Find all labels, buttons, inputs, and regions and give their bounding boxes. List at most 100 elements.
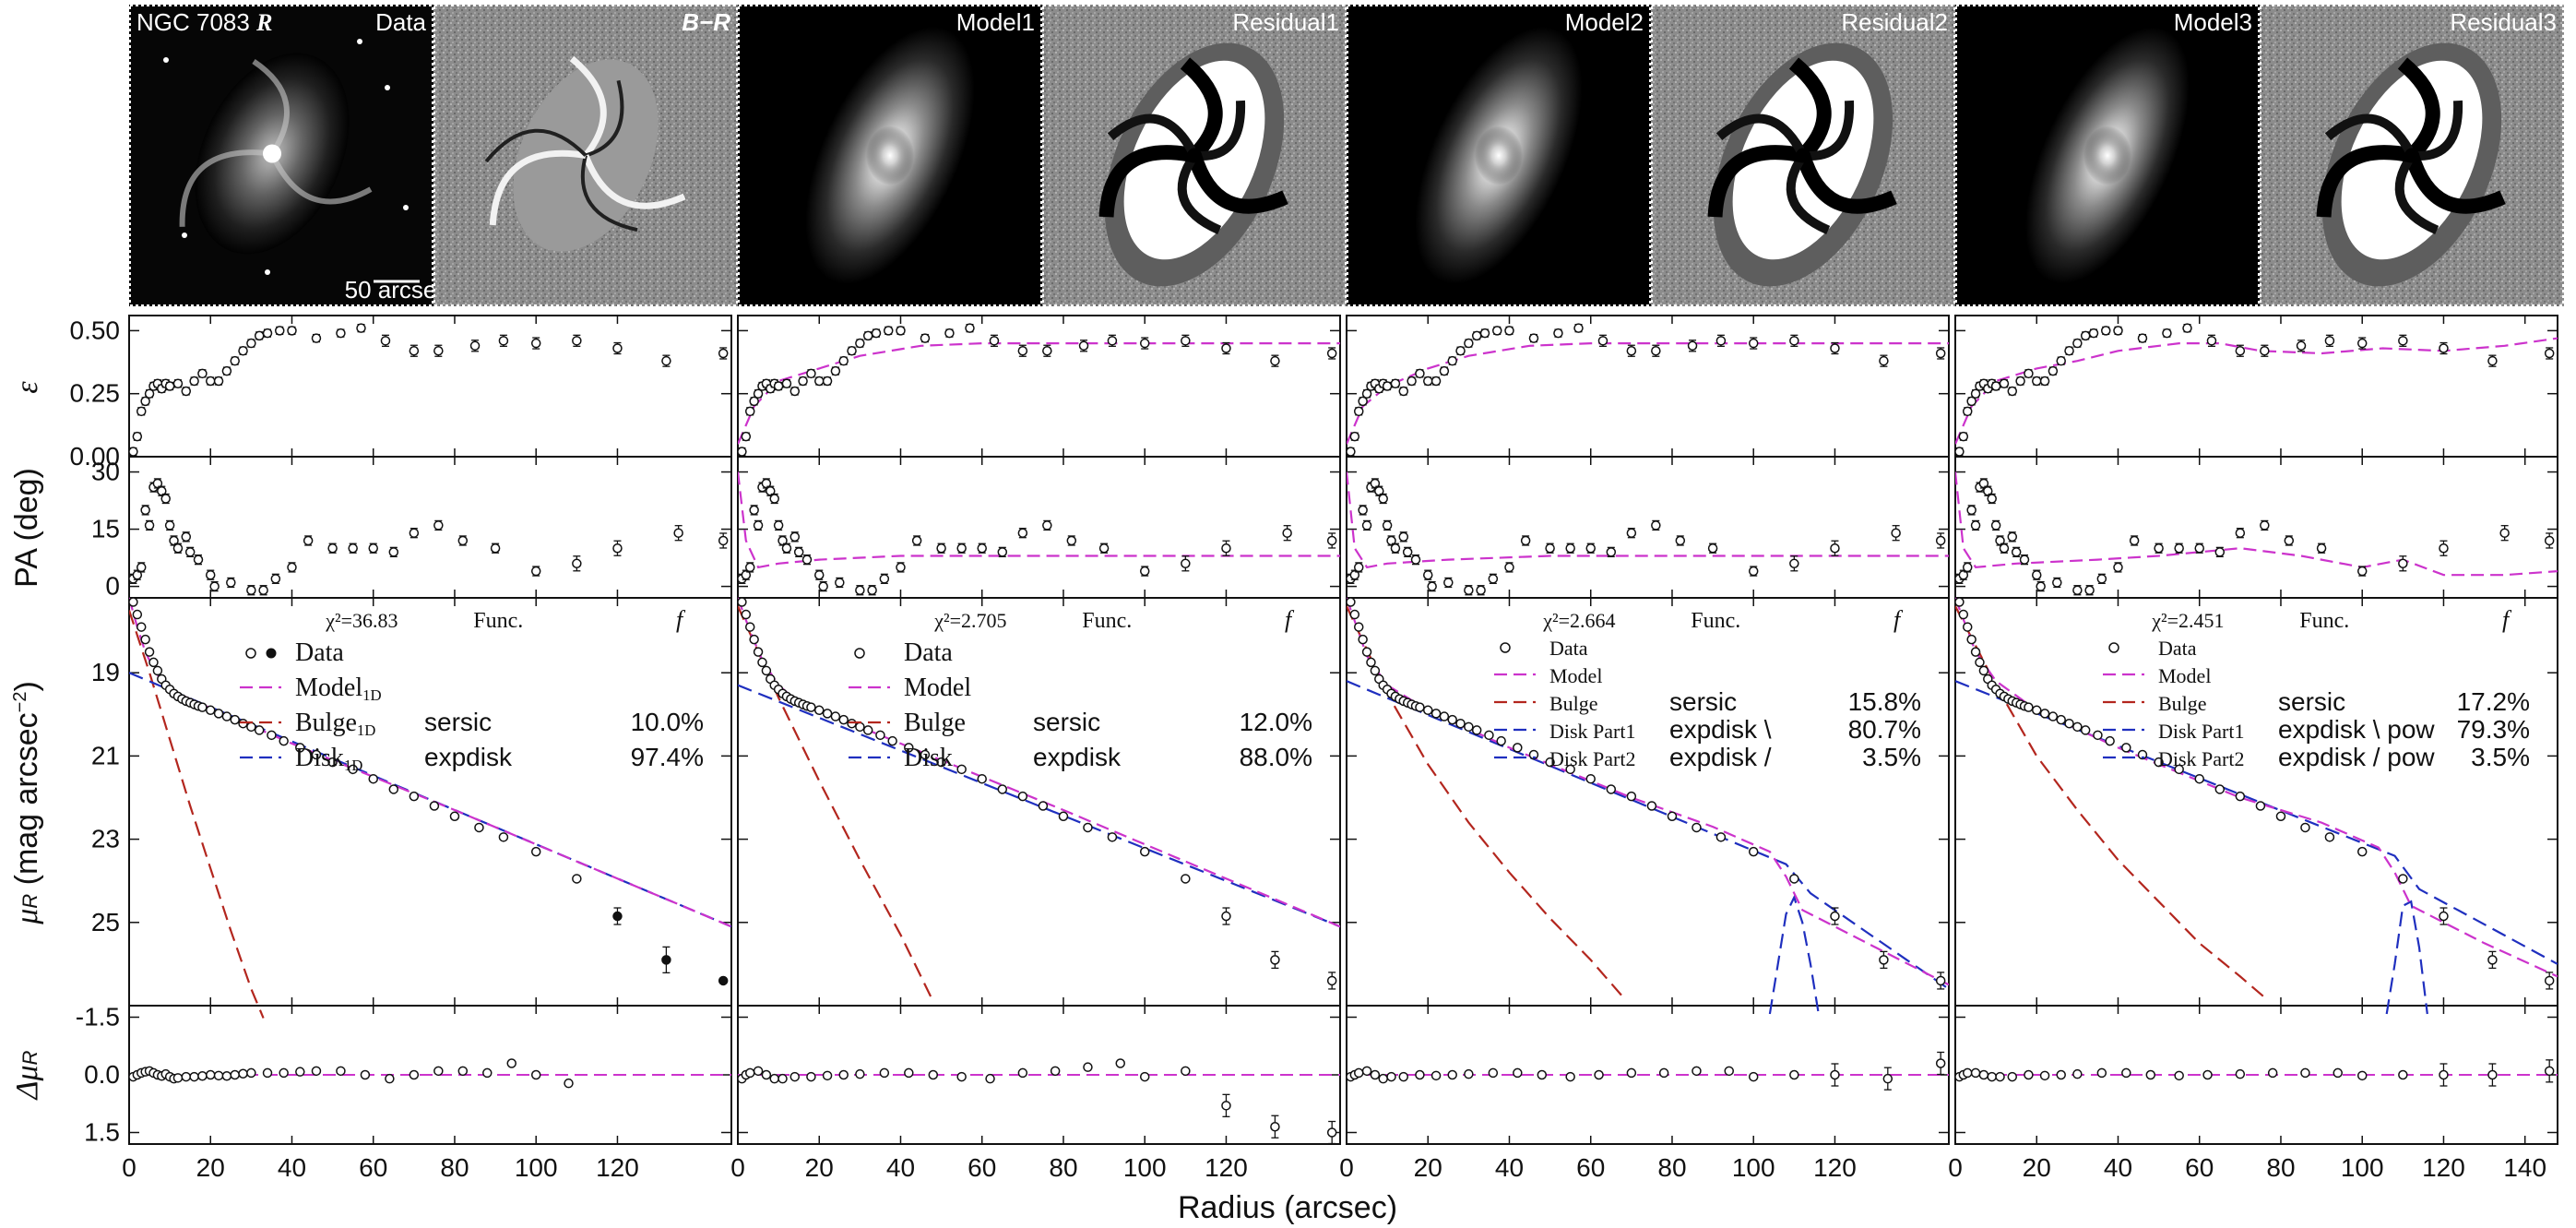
panel-border — [129, 5, 433, 306]
pa-point — [741, 569, 752, 580]
mu-unit: (mag arcsec — [9, 712, 44, 894]
pa-point — [835, 578, 845, 588]
star-point — [385, 85, 390, 90]
residual-arm — [2394, 152, 2439, 235]
ellipticity-point — [1221, 343, 1231, 353]
surface-brightness-point — [409, 791, 420, 802]
pa-point — [136, 562, 147, 573]
pa-point — [172, 542, 184, 554]
star-point — [357, 39, 362, 44]
residual-point — [1447, 1069, 1457, 1080]
legend-data-label: Data — [295, 638, 344, 667]
surface-brightness-point — [1353, 622, 1364, 632]
x-tick-label: 20 — [196, 1153, 225, 1182]
legend: χ²=36.83 Func. f Data Model1D Bulge1D sersic 10… — [240, 606, 704, 774]
ellipticity-label: ε — [10, 381, 44, 394]
residual-point — [262, 1067, 273, 1079]
ellipticity-point — [2080, 330, 2091, 341]
ellipticity-point — [2072, 338, 2083, 349]
panel-mu — [737, 597, 1341, 1007]
ellipticity-point — [789, 386, 801, 397]
ellipticity-point — [1447, 355, 1457, 366]
x-tick-label: 60 — [1576, 1153, 1605, 1182]
pa-point — [956, 542, 967, 554]
ellipticity-point — [741, 431, 752, 442]
residual-point — [806, 1071, 816, 1082]
residual-point — [1935, 1058, 1946, 1068]
ellipticity-point — [1651, 346, 1661, 356]
pa-point — [1353, 562, 1364, 573]
surface-brightness-point — [2064, 718, 2074, 729]
surface-brightness-point — [2024, 702, 2034, 712]
residual-point — [1115, 1058, 1125, 1068]
surface-brightness-point — [904, 743, 914, 753]
ellipticity-point — [2088, 328, 2099, 339]
pa-point — [1990, 520, 2001, 531]
panel-border — [738, 5, 1042, 306]
ellipticity-point — [989, 336, 1000, 346]
residual-point — [1962, 1067, 1973, 1079]
pa-point — [193, 554, 204, 565]
plot-column-2: 0 20 40 60 80 100 120 χ²=2.705 Func. f Data Model Bu… — [730, 315, 1341, 1182]
pa-point — [1398, 531, 1409, 542]
pa-point — [1978, 478, 1989, 489]
x-tick-label: 20 — [2023, 1153, 2051, 1182]
pa-point — [209, 581, 220, 591]
residual-point — [1378, 1073, 1388, 1084]
residual-arm — [2316, 145, 2414, 218]
ellipticity-point — [781, 378, 792, 389]
x-tick-label: 40 — [2104, 1153, 2132, 1182]
x-tick-label: 40 — [278, 1153, 306, 1182]
surface-brightness-point — [1455, 718, 1466, 729]
pa-point — [433, 520, 444, 531]
ellipticity-point — [1789, 336, 1799, 346]
ellipticity-point — [1349, 431, 1360, 442]
x-tick-label: 120 — [1813, 1153, 1857, 1182]
surface-brightness-point — [749, 634, 759, 645]
pa-point — [246, 585, 256, 595]
legend: χ²=2.664 Func. f Data Model Bulge sersic 15.8% D… — [1494, 606, 1921, 771]
pa-point — [2214, 547, 2226, 557]
ellipticity-point — [1422, 376, 1433, 387]
ellipticity-point — [469, 340, 481, 352]
ellipticity-point — [2039, 376, 2050, 387]
residual-point — [238, 1068, 248, 1079]
ellipticity-point — [1573, 323, 1584, 333]
legend-component-fraction: 15.8% — [1848, 687, 1921, 716]
model-bulge — [866, 125, 914, 185]
surface-brightness-point — [875, 730, 885, 741]
spiral-arm — [582, 154, 686, 209]
surface-brightness-point — [1830, 911, 1840, 922]
pa-point — [2096, 574, 2107, 584]
surface-brightness-point — [2154, 757, 2164, 768]
legend-data-label: Data — [904, 638, 953, 667]
mu-unit-sup: −2 — [10, 692, 30, 713]
pa-point — [205, 569, 216, 580]
surface-brightness-point — [1270, 955, 1280, 965]
x-tick-label: 60 — [2185, 1153, 2214, 1182]
band-label: R — [255, 9, 272, 36]
ellipticity-point — [409, 346, 420, 356]
surface-brightness-point — [368, 773, 378, 784]
pa-point — [1987, 494, 1997, 504]
residual-point — [530, 1069, 541, 1080]
surface-brightness-point — [1513, 743, 1523, 753]
ellipticity-point — [862, 330, 873, 341]
residual-point — [761, 1069, 772, 1080]
pa-point — [457, 535, 469, 546]
ellipticity-point — [2439, 343, 2449, 353]
y-tick-label: -1.5 — [76, 1003, 120, 1031]
pa-point — [1422, 569, 1433, 580]
pa-point — [744, 562, 755, 573]
surface-brightness-point — [1496, 735, 1506, 746]
ellipticity-point — [254, 330, 265, 341]
ellipticity-point — [2182, 323, 2192, 333]
panel-border — [1651, 5, 1955, 306]
surface-brightness-point — [661, 955, 671, 965]
pa-point — [1891, 528, 1901, 538]
y-tick-label: 30 — [91, 458, 120, 486]
y-tick-label: 0 — [105, 572, 120, 601]
residual-point — [213, 1070, 224, 1081]
pa-point — [2084, 585, 2095, 595]
y-label-mu: μR (mag arcsec−2) — [9, 681, 44, 925]
